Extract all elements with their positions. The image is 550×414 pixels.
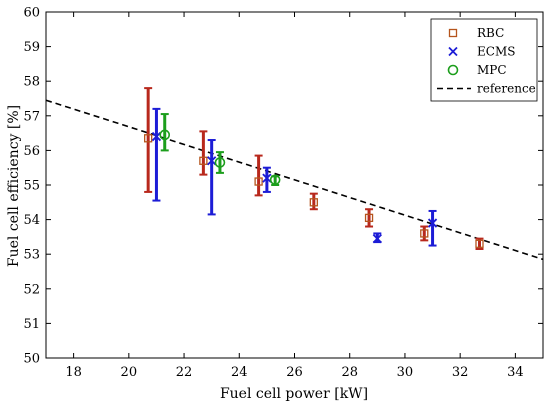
ecms-marker (372, 233, 382, 244)
legend-ecms-label: ECMS (477, 45, 515, 59)
legend-box (430, 18, 538, 102)
rbc-data-point (364, 208, 374, 228)
rbc-marker (199, 156, 208, 165)
ecms-marker (207, 156, 217, 166)
y-axis-label: Fuel cell efficiency [%] (6, 105, 22, 267)
rbc-marker (309, 198, 318, 207)
legend-rbc-swatch (448, 28, 458, 38)
y-tick-label: 58 (23, 75, 40, 90)
mpc-data-point (269, 174, 281, 186)
ecms-marker-stroke-b (151, 131, 162, 142)
mpc-data-point (159, 113, 171, 152)
y-tick-label: 52 (23, 282, 40, 297)
mpc-data-point (214, 151, 226, 174)
rbc-marker (420, 229, 429, 238)
ecms-marker-stroke-b (262, 173, 272, 183)
ecms-marker (262, 173, 272, 183)
x-tick-label: 26 (286, 365, 303, 380)
y-tick-label: 57 (23, 109, 40, 124)
x-tick-label: 18 (65, 365, 82, 380)
ecms-marker-stroke-b (207, 156, 217, 166)
y-tick-label: 51 (23, 317, 40, 332)
legend: RBC ECMS MPC reference (430, 18, 538, 102)
legend-reference-label: reference (477, 82, 536, 96)
y-tick-label: 53 (23, 248, 40, 263)
rbc-data-point (309, 192, 318, 211)
rbc-data-point (475, 237, 484, 251)
rbc-data-point (420, 225, 429, 242)
rbc-marker (144, 134, 153, 143)
ecms-data-point (372, 232, 382, 244)
x-tick-label: 24 (231, 365, 248, 380)
y-tick-label: 60 (23, 6, 40, 21)
plot-area: 18 20 22 24 26 28 30 32 34 50 51 52 53 54 55 56 57 58 59 60 (23, 6, 544, 380)
ecms-marker-stroke-b (372, 233, 382, 244)
ecms-data-point (151, 107, 162, 202)
y-tick-label: 55 (23, 179, 40, 194)
legend-ecms-swatch-stroke-b (448, 46, 458, 57)
legend-mpc-swatch (447, 64, 459, 76)
ecms-marker (151, 131, 162, 142)
legend-rbc-label: RBC (477, 26, 504, 40)
y-tick-label: 54 (23, 213, 40, 228)
ecms-marker-stroke-b (427, 218, 438, 228)
x-tick-label: 32 (452, 365, 469, 380)
rbc-data-point (254, 154, 263, 197)
mpc-marker (269, 174, 281, 186)
rbc-marker (475, 239, 484, 248)
legend-mpc-label: MPC (477, 63, 507, 77)
x-tick-label: 34 (507, 365, 524, 380)
x-tick-label: 30 (397, 365, 414, 380)
y-tick-label: 59 (23, 40, 40, 55)
ecms-data-point (427, 209, 438, 247)
x-tick-label: 20 (121, 365, 138, 380)
x-tick-label: 28 (341, 365, 358, 380)
legend-ecms-swatch (448, 46, 458, 57)
reference-line (45, 99, 544, 261)
ecms-marker (427, 218, 438, 228)
rbc-marker (364, 213, 374, 223)
rbc-marker (254, 177, 263, 186)
ecms-data-point (262, 166, 272, 193)
mpc-marker (159, 129, 171, 141)
x-axis-label: Fuel cell power [kW] (220, 386, 368, 402)
mpc-marker (214, 157, 226, 168)
y-tick-label: 50 (23, 352, 40, 367)
x-tick-label: 22 (176, 365, 193, 380)
rbc-data-point (199, 130, 208, 176)
rbc-data-point (144, 87, 153, 193)
y-tick-label: 56 (23, 144, 40, 159)
ecms-data-point (207, 139, 217, 216)
